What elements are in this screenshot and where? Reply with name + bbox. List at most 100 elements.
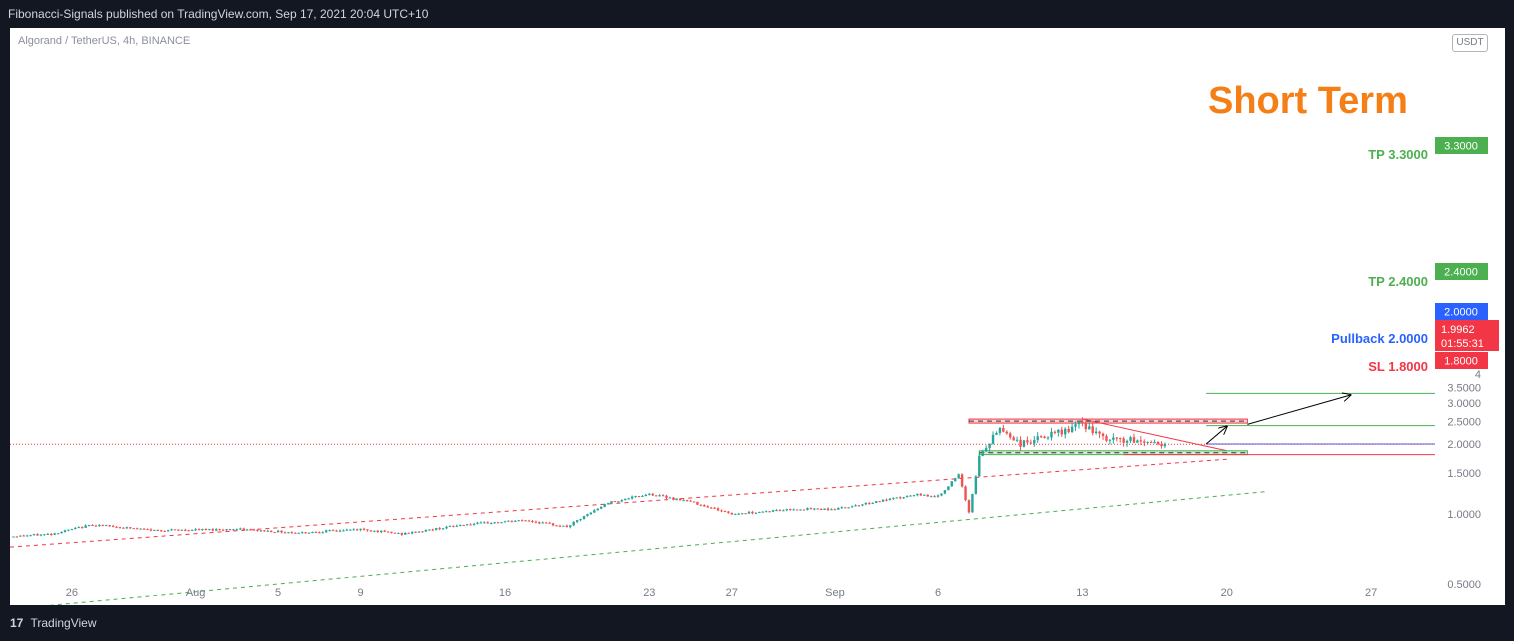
candle-body <box>166 530 170 532</box>
candle-body <box>50 533 53 535</box>
candle-body <box>245 529 249 531</box>
candle-body <box>682 500 685 502</box>
candle-body <box>1036 436 1039 440</box>
candle-body <box>1136 440 1139 443</box>
candle-body <box>431 529 434 531</box>
candle-body <box>833 509 837 511</box>
candle-body <box>648 493 651 495</box>
candle-body <box>503 521 507 523</box>
candle-body <box>874 501 878 503</box>
candle-body <box>252 529 256 531</box>
candle-body <box>936 495 940 497</box>
x-tick-label: Aug <box>186 587 206 599</box>
candle-body <box>847 507 850 509</box>
price-tag-pullback[interactable]: 2.0000 <box>1435 303 1488 320</box>
candle-body <box>751 511 754 514</box>
time-axis[interactable]: 26 Aug 5 9 16 23 27 Sep 6 13 20 27 <box>66 587 1378 599</box>
candle-body <box>541 522 544 524</box>
candle-body <box>263 530 266 532</box>
candle-body <box>225 529 228 531</box>
price-axis[interactable]: 0.5000 1.0000 1.5000 2.0000 2.5000 3.0000 3.50… <box>1447 369 1481 591</box>
candle-body <box>617 501 620 503</box>
candle-body <box>404 532 407 535</box>
trendline-1[interactable] <box>10 458 1227 548</box>
candle-body <box>32 534 36 536</box>
tradingview-logo-icon[interactable]: 17 <box>10 616 24 630</box>
candle-body <box>850 506 854 508</box>
candle-body <box>235 529 239 531</box>
candle-body <box>386 531 390 533</box>
candle-body <box>1043 436 1046 439</box>
price-chart[interactable]: 0.5000 1.0000 1.5000 2.0000 2.5000 3.0000 3.50… <box>10 28 1505 605</box>
candle-body <box>555 525 558 527</box>
candle-body <box>43 534 46 536</box>
candle-body <box>276 530 280 533</box>
candle-body <box>19 535 22 537</box>
candle-body <box>383 530 386 532</box>
y-tick-label: 0.5000 <box>1447 579 1481 591</box>
candle-body <box>806 508 809 510</box>
x-tick-label: Sep <box>825 587 845 599</box>
footer-brand[interactable]: TradingView <box>30 616 97 630</box>
symbol-info[interactable]: Algorand / TetherUS, 4h, BINANCE <box>18 35 191 47</box>
candle-body <box>1019 439 1022 447</box>
candle-body <box>689 500 692 502</box>
candle-body <box>661 495 665 497</box>
candle-body <box>445 526 448 529</box>
candle-body <box>579 519 582 521</box>
candle-body <box>448 525 452 527</box>
candle-body <box>438 528 441 530</box>
candle-body <box>668 497 672 499</box>
price-tag-tp1[interactable]: 2.4000 <box>1435 263 1488 280</box>
candle-body <box>1101 433 1105 437</box>
countdown-text: 01:55:31 <box>1441 338 1484 350</box>
price-tag-sl[interactable]: 1.8000 <box>1435 352 1488 369</box>
candle-body <box>524 520 527 522</box>
candle-body <box>634 496 637 498</box>
x-tick-label: 16 <box>499 587 511 599</box>
candle-body <box>465 524 469 526</box>
candle-body <box>998 427 1002 433</box>
chart-frame[interactable]: 0.5000 1.0000 1.5000 2.0000 2.5000 3.0000 3.50… <box>10 28 1505 605</box>
price-tag-tp2[interactable]: 3.3000 <box>1435 137 1488 154</box>
candle-body <box>490 523 493 525</box>
candle-body <box>1108 439 1112 441</box>
candle-body <box>283 532 287 534</box>
candle-body <box>514 520 517 522</box>
candle-body <box>984 448 988 452</box>
candle-body <box>861 504 864 506</box>
candle-body <box>795 509 799 511</box>
candle-body <box>902 497 905 499</box>
price-tag-tp1-text: 2.4000 <box>1444 267 1478 279</box>
pullback-label: Pullback 2.0000 <box>1331 331 1428 346</box>
candle-body <box>428 529 431 531</box>
candle-body <box>417 531 421 533</box>
candle-body <box>483 522 486 524</box>
price-tag-last[interactable]: 1.9962 01:55:31 <box>1435 320 1499 351</box>
projection-arrow-2[interactable] <box>1247 395 1350 425</box>
candle-body <box>933 496 936 498</box>
candle-body <box>912 495 916 497</box>
candle-body <box>304 532 307 534</box>
trendline-3[interactable] <box>1082 418 1227 452</box>
candle-body <box>493 522 496 524</box>
candle-body <box>1163 444 1167 447</box>
candle-body <box>799 509 802 511</box>
candle-body <box>424 529 428 532</box>
candle-body <box>204 528 208 530</box>
candle-body <box>771 510 775 512</box>
candle-body <box>479 522 483 524</box>
candle-body <box>868 502 871 504</box>
candle-body <box>98 525 101 527</box>
candle-body <box>978 455 981 477</box>
projection-arrow-1[interactable] <box>1205 426 1227 445</box>
candle-body <box>909 495 912 497</box>
x-tick-label: 26 <box>66 587 78 599</box>
candle-body <box>510 520 514 522</box>
candle-body <box>603 504 606 507</box>
currency-badge[interactable]: USDT <box>1452 34 1488 52</box>
candle-body <box>1160 444 1163 447</box>
trendline-2[interactable] <box>10 490 1269 605</box>
x-tick-label: 27 <box>1365 587 1377 599</box>
candle-body <box>905 496 909 498</box>
